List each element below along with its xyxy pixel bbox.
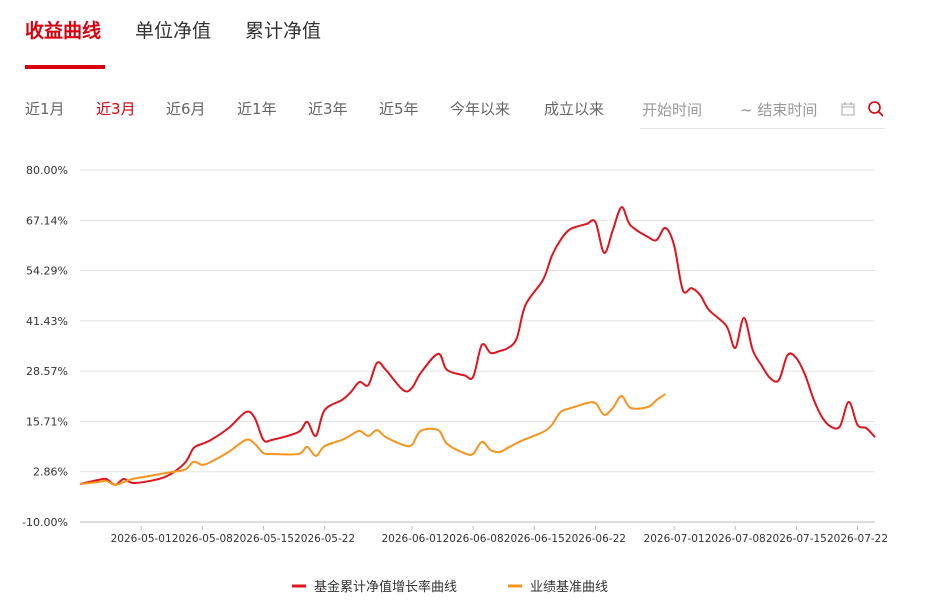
legend-label: 基金累计净值增长率曲线: [314, 579, 457, 595]
period-button[interactable]: 近3年: [308, 100, 348, 118]
active-tab-underline: [25, 65, 105, 69]
y-tick-label: 41.43%: [26, 315, 68, 328]
x-tick-label: 2026-07-01: [644, 533, 705, 545]
y-tick-label: 2.86%: [33, 466, 68, 479]
period-button[interactable]: 近1年: [237, 100, 277, 118]
x-tick-label: 2026-06-08: [443, 533, 504, 545]
series-line: [79, 393, 666, 486]
end-date-input[interactable]: ~ 结束时间: [740, 101, 818, 119]
date-underline: [640, 128, 885, 129]
search-icon[interactable]: [867, 100, 885, 118]
legend-label: 业绩基准曲线: [530, 580, 608, 595]
start-date-input[interactable]: 开始时间: [642, 101, 703, 119]
y-tick-label: 54.29%: [26, 265, 68, 278]
period-button[interactable]: 近3月: [96, 100, 136, 118]
series-line: [79, 206, 876, 486]
legend-item[interactable]: 基金累计净值增长率曲线: [292, 579, 457, 595]
x-tick-label: 2026-05-08: [172, 533, 233, 545]
x-tick-label: 2026-05-15: [233, 533, 294, 545]
x-tick-label: 2026-07-15: [766, 533, 827, 545]
y-tick-label: -10.00%: [22, 516, 68, 529]
y-tick-label: 15.71%: [26, 415, 68, 428]
tab[interactable]: 单位净值: [135, 20, 212, 42]
tab[interactable]: 收益曲线: [25, 20, 102, 42]
y-tick-label: 80.00%: [26, 164, 68, 177]
x-tick-label: 2026-07-22: [827, 533, 888, 545]
y-tick-label: 28.57%: [26, 365, 68, 378]
x-tick-label: 2026-05-01: [111, 533, 172, 545]
x-tick-label: 2026-06-15: [504, 533, 565, 545]
period-button[interactable]: 近5年: [379, 100, 419, 118]
calendar-icon[interactable]: [840, 101, 856, 117]
legend-item[interactable]: 业绩基准曲线: [508, 580, 608, 595]
x-tick-label: 2026-06-01: [381, 533, 442, 545]
chart: -10.00% 2.86% 15.71% 28.57% 41.43% 54.29% 67.1…: [22, 164, 888, 595]
tab[interactable]: 累计净值: [245, 20, 322, 42]
period-button[interactable]: 近6月: [166, 100, 206, 118]
x-tick-label: 2026-05-22: [294, 533, 355, 545]
y-tick-label: 67.14%: [26, 214, 68, 227]
x-tick-label: 2026-07-08: [705, 533, 766, 545]
x-tick-label: 2026-06-22: [565, 533, 626, 545]
period-button[interactable]: 成立以来: [544, 100, 605, 118]
period-button[interactable]: 近1月: [25, 100, 65, 118]
period-button[interactable]: 今年以来: [450, 100, 511, 118]
